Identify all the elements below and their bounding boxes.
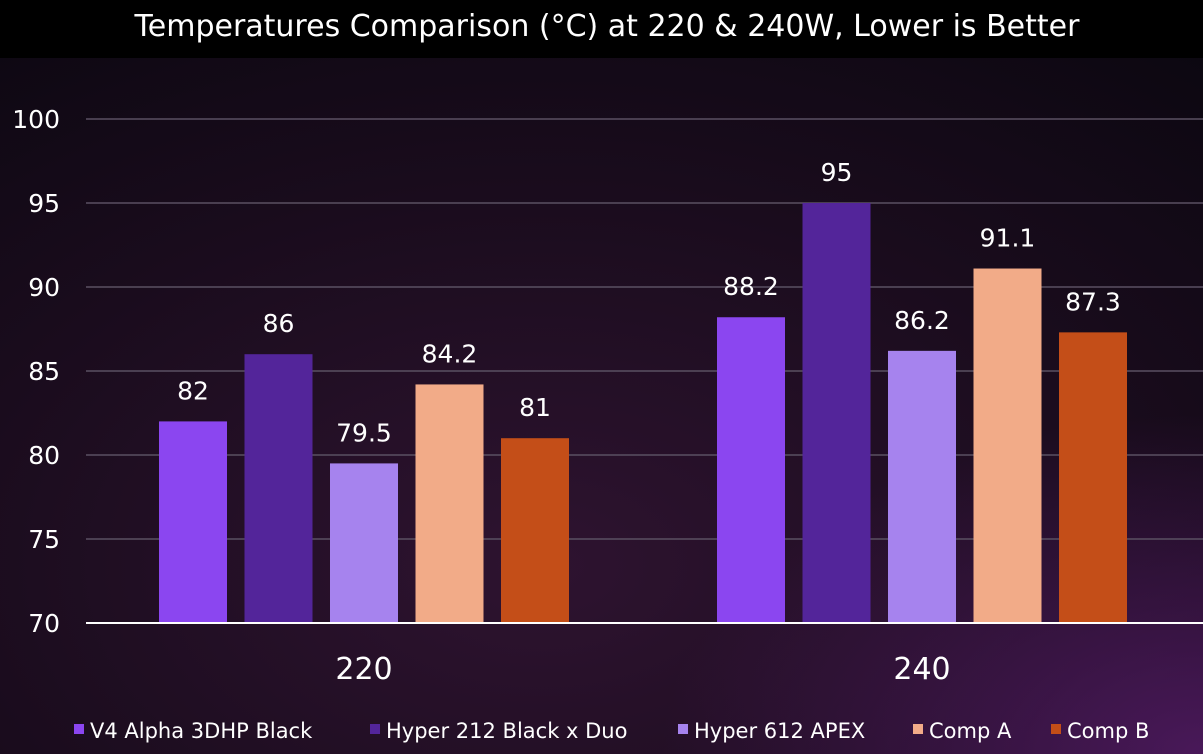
legend-swatch bbox=[74, 724, 84, 734]
y-tick-label: 100 bbox=[12, 105, 60, 134]
data-label: 84.2 bbox=[422, 339, 478, 368]
data-label: 86 bbox=[263, 309, 295, 338]
legend-item: Hyper 612 APEX bbox=[678, 719, 865, 743]
x-tick-label: 240 bbox=[893, 652, 950, 687]
y-tick-label: 80 bbox=[28, 441, 60, 470]
bar bbox=[802, 203, 871, 623]
legend-swatch bbox=[1051, 724, 1061, 734]
data-label: 88.2 bbox=[723, 272, 779, 301]
bar bbox=[330, 463, 398, 623]
bar bbox=[717, 317, 785, 623]
x-axis-tick-labels: 220 240 bbox=[335, 652, 950, 687]
bar bbox=[888, 350, 956, 623]
data-label: 95 bbox=[821, 158, 853, 187]
legend-swatch bbox=[913, 724, 923, 734]
data-label: 91.1 bbox=[980, 224, 1036, 253]
legend-swatch bbox=[678, 724, 688, 734]
bar bbox=[973, 268, 1042, 623]
legend-label: Comp B bbox=[1067, 719, 1149, 743]
legend-label: V4 Alpha 3DHP Black bbox=[90, 719, 313, 743]
data-label: 81 bbox=[519, 393, 551, 422]
y-tick-label: 75 bbox=[28, 525, 60, 554]
y-tick-label: 70 bbox=[28, 609, 60, 638]
bar bbox=[159, 421, 227, 623]
bar bbox=[1059, 332, 1127, 623]
data-label: 87.3 bbox=[1065, 287, 1121, 316]
y-tick-label: 90 bbox=[28, 273, 60, 302]
legend-label: Comp A bbox=[929, 719, 1012, 743]
x-tick-label: 220 bbox=[335, 652, 392, 687]
legend-item: V4 Alpha 3DHP Black bbox=[74, 719, 313, 743]
data-label: 82 bbox=[177, 376, 209, 405]
data-label: 79.5 bbox=[336, 418, 392, 447]
legend: V4 Alpha 3DHP Black Hyper 212 Black x Duo… bbox=[74, 719, 1149, 743]
legend-item: Comp B bbox=[1051, 719, 1149, 743]
y-axis-tick-labels: 100 95 90 85 80 75 70 bbox=[12, 105, 60, 638]
data-label: 86.2 bbox=[894, 306, 950, 335]
legend-label: Hyper 212 Black x Duo bbox=[386, 719, 627, 743]
bars bbox=[159, 203, 1127, 623]
chart-title: Temperatures Comparison (°C) at 220 & 24… bbox=[134, 9, 1081, 44]
bar bbox=[501, 438, 569, 623]
bar bbox=[415, 384, 484, 623]
legend-label: Hyper 612 APEX bbox=[694, 719, 865, 743]
legend-swatch bbox=[370, 724, 380, 734]
legend-item: Comp A bbox=[913, 719, 1012, 743]
data-labels: 82 86 79.5 84.2 81 88.2 95 86.2 91.1 87.3 bbox=[177, 158, 1121, 447]
y-tick-label: 85 bbox=[28, 357, 60, 386]
legend-item: Hyper 212 Black x Duo bbox=[370, 719, 627, 743]
bar bbox=[244, 354, 313, 623]
y-tick-label: 95 bbox=[28, 189, 60, 218]
title-band bbox=[0, 0, 1203, 58]
